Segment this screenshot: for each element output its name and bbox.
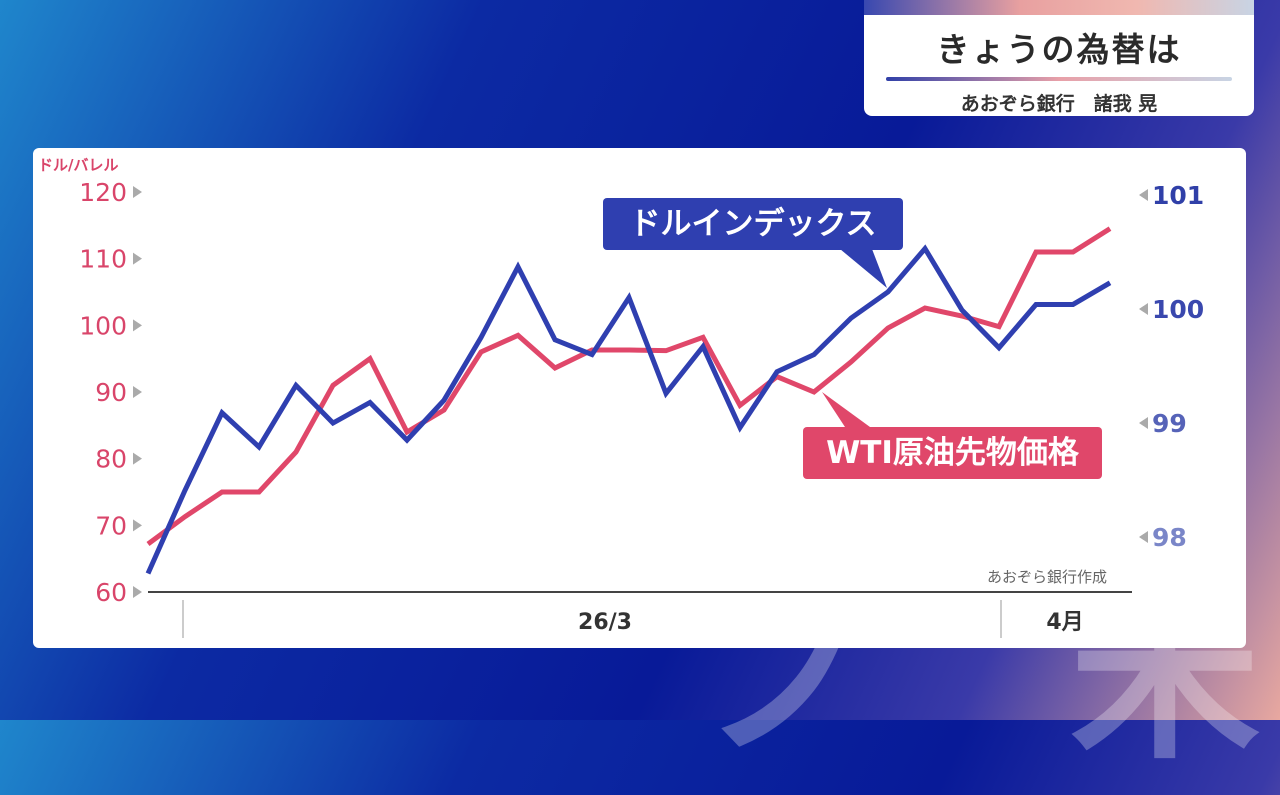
left-axis-tick-label: 120 [79,178,127,207]
tick-arrow-icon [133,252,142,265]
tick-arrow-icon [1139,417,1148,429]
tick-arrow-icon [1139,189,1148,201]
program-title-box: きょうの為替は あおぞら銀行 諸我 晃 [864,0,1254,116]
tick-arrow-icon [133,519,142,532]
left-axis-unit: ドル/バレル [38,156,119,174]
series-line-dollar-index [145,244,1112,575]
legend-callout-wti: WTI原油先物価格 [803,427,1102,479]
callout-pointer-wti [822,392,870,427]
title-divider [886,77,1232,81]
right-axis-tick-label: 100 [1152,295,1204,324]
right-axis-tick-label: 101 [1152,181,1204,210]
chart-credit: あおぞら銀行作成 [987,568,1108,586]
right-axis-tick-label: 99 [1152,409,1187,438]
tick-arrow-icon [133,186,142,198]
presenter-name: あおぞら銀行 諸我 晃 [960,93,1158,115]
callout-pointer-dollar-index [840,249,887,288]
right-axis-tick-label: 98 [1152,523,1187,552]
left-axis-tick-label: 60 [95,578,127,607]
tick-arrow-icon [133,386,142,398]
left-axis-tick-label: 100 [79,311,127,340]
series-line-wti [146,226,1112,547]
x-tick-label: 4月 [1046,610,1083,635]
tick-arrow-icon [1139,303,1148,315]
program-title: きょうの為替は [936,30,1182,69]
left-axis-tick-label: 70 [95,511,127,540]
title-gradient-bar [864,0,1254,15]
tick-arrow-icon [133,586,142,598]
left-axis-tick-label: 90 [95,378,127,407]
legend-callout-dollar-index: ドルインデックス [603,198,903,250]
left-axis-tick-label: 110 [79,245,127,274]
left-axis-tick-label: 80 [95,445,127,474]
x-tick-label: 26/3 [578,610,632,635]
tick-arrow-icon [1139,531,1148,543]
tick-arrow-icon [133,319,142,332]
tick-arrow-icon [133,452,142,465]
line-chart: 26/3 4月 60 70 80 90 100 110 120 98 99 100 101 [79,178,1204,638]
